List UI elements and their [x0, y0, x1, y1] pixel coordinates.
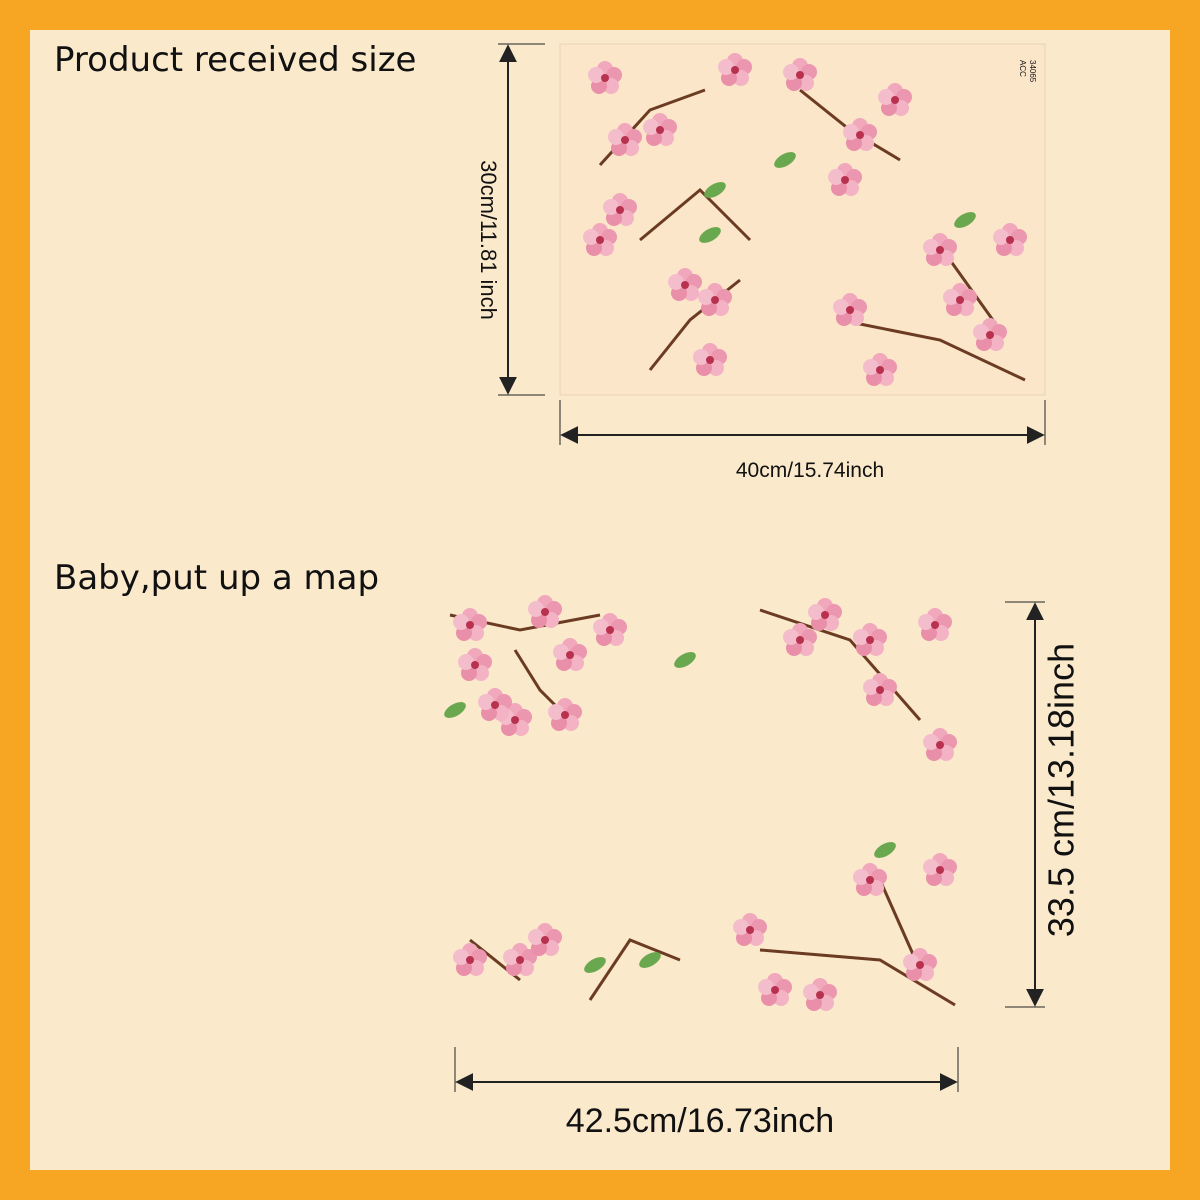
top-title: Product received size — [54, 40, 416, 80]
bottom-title: Baby,put up a map — [54, 558, 379, 598]
width-label: 40cm/15.74inch — [736, 459, 884, 482]
width-label: 42.5cm/16.73inch — [566, 1102, 834, 1140]
sheet-code: 34065 — [1028, 60, 1037, 83]
height-label: 33.5 cm/13.18inch — [1041, 643, 1082, 937]
height-label: 30cm/11.81 inch — [476, 160, 501, 320]
sheet-code: ACC — [1018, 60, 1027, 77]
